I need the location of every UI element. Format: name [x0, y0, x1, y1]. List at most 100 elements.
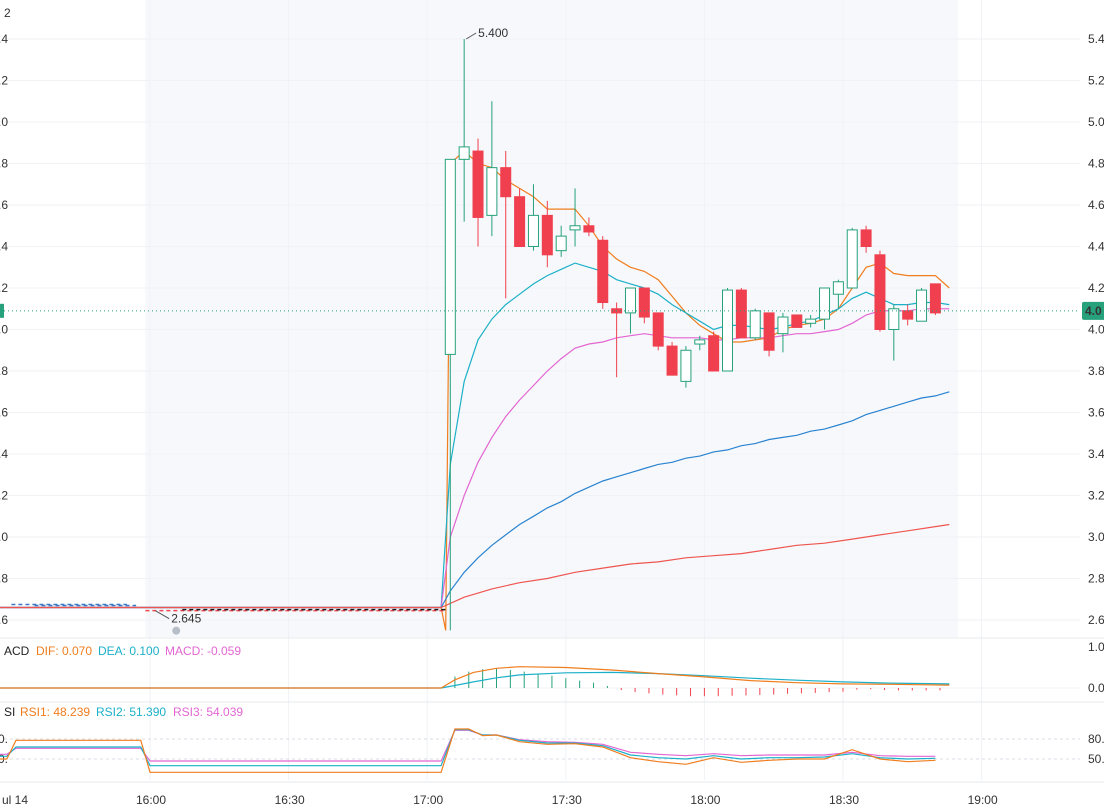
moving-average-line-3: [0, 308, 950, 609]
y-tick-label: 5.2: [1088, 74, 1104, 88]
last-price-tag: [1082, 301, 1104, 320]
last-price-value: 4.0: [1085, 304, 1102, 318]
chart-title: 2: [4, 6, 11, 20]
candle[interactable]: [638, 287, 650, 318]
x-tick-label: 18:00: [690, 793, 720, 807]
candle[interactable]: [749, 310, 761, 339]
y-tick-label-left: .4: [0, 240, 8, 254]
low-annotation-leader: [154, 610, 170, 620]
y-tick-label-left: .8: [0, 364, 8, 378]
y-tick-label-left: .8: [0, 572, 8, 586]
candle[interactable]: [555, 235, 567, 252]
candle[interactable]: [666, 345, 678, 376]
y-tick-label-left: .4: [0, 32, 8, 46]
candle[interactable]: [514, 196, 526, 247]
moving-average-line-2: [0, 262, 950, 609]
y-tick-label: 4.0: [1088, 323, 1104, 337]
y-tick-label: 3.2: [1088, 489, 1104, 503]
candle[interactable]: [763, 312, 775, 351]
y-tick-label: 4.4: [1088, 240, 1104, 254]
x-tick-label: 16:30: [275, 793, 305, 807]
candle[interactable]: [527, 214, 539, 247]
macd-legend-item: MACD: -0.059: [165, 644, 241, 658]
y-tick-label-left: .6: [0, 613, 8, 627]
candle[interactable]: [500, 167, 512, 198]
candle[interactable]: [694, 339, 706, 345]
y-tick-label: 4.8: [1088, 157, 1104, 171]
y-tick-label: 4.2: [1088, 281, 1104, 295]
candle[interactable]: [832, 281, 844, 295]
rsi-y-tick-label: 50.: [1088, 752, 1104, 766]
y-tick-label: 3.8: [1088, 364, 1104, 378]
candle[interactable]: [916, 289, 928, 322]
rsi-y-tick-label-left: 0.: [0, 732, 8, 746]
candle[interactable]: [597, 239, 609, 304]
x-tick-label: ul 14: [2, 793, 28, 807]
candle[interactable]: [624, 287, 636, 314]
candle[interactable]: [708, 335, 720, 372]
y-tick-label-left: .0: [0, 323, 8, 337]
y-tick-label: 5.0: [1088, 115, 1104, 129]
y-tick-label: 2.6: [1088, 613, 1104, 627]
candle[interactable]: [472, 150, 484, 218]
macd-dea-line: [0, 671, 950, 689]
candle[interactable]: [583, 225, 595, 233]
candle[interactable]: [680, 349, 692, 382]
candle[interactable]: [805, 318, 817, 324]
candle[interactable]: [735, 289, 747, 339]
y-tick-label-left: .0: [0, 530, 8, 544]
x-tick-label: 19:00: [968, 793, 998, 807]
y-tick-label-left: .2: [0, 281, 8, 295]
y-tick-label-left: .6: [0, 198, 8, 212]
macd-dif-line: [0, 666, 950, 689]
high-annotation: 5.400: [478, 26, 508, 40]
rsi-legend-item: RSI3: 54.039: [173, 705, 243, 719]
candle[interactable]: [458, 146, 470, 160]
candle[interactable]: [791, 314, 803, 328]
candle[interactable]: [846, 229, 858, 289]
y-tick-label: 5.4: [1088, 32, 1104, 46]
high-annotation-leader: [465, 32, 477, 40]
rsi-y-tick-label: 80.: [1088, 732, 1104, 746]
candle[interactable]: [929, 283, 941, 314]
last-price-tag-left: [0, 303, 4, 318]
candle[interactable]: [486, 167, 498, 216]
rsi-legend-item: RSI1: 48.239: [20, 705, 90, 719]
candle[interactable]: [652, 312, 664, 347]
rsi3-line: [0, 729, 936, 762]
rsi-title: SI: [4, 705, 15, 719]
candle[interactable]: [860, 229, 872, 247]
candle[interactable]: [888, 308, 900, 330]
low-annotation: 2.645: [171, 612, 201, 626]
candle[interactable]: [444, 158, 456, 355]
y-tick-label-left: .8: [0, 157, 8, 171]
y-tick-label-left: .0: [0, 115, 8, 129]
candle[interactable]: [819, 287, 831, 320]
candle[interactable]: [722, 289, 733, 372]
y-tick-label: 3.6: [1088, 406, 1104, 420]
rsi2-line: [0, 729, 936, 767]
y-tick-label-left: .4: [0, 447, 8, 461]
moving-average-line-1: [0, 150, 950, 631]
y-tick-label: 2.8: [1088, 572, 1104, 586]
candle[interactable]: [569, 225, 581, 231]
y-tick-label-left: .2: [0, 489, 8, 503]
rsi-legend-item: RSI2: 51.390: [96, 705, 166, 719]
x-tick-label: 17:00: [413, 793, 443, 807]
rsi1-line: [0, 728, 936, 773]
macd-legend-item: DEA: 0.100: [98, 644, 160, 658]
x-tick-label: 16:00: [136, 793, 166, 807]
y-tick-label-left: .6: [0, 406, 8, 420]
candle[interactable]: [777, 316, 789, 335]
y-tick-label: 3.0: [1088, 530, 1104, 544]
candle[interactable]: [902, 310, 914, 320]
macd-title: ACD: [4, 644, 30, 658]
candle[interactable]: [874, 254, 886, 330]
x-tick-label: 18:30: [829, 793, 859, 807]
y-tick-label-left: .2: [0, 74, 8, 88]
candle[interactable]: [541, 214, 553, 256]
event-marker-icon[interactable]: [172, 626, 181, 635]
y-tick-label: 4.6: [1088, 198, 1104, 212]
macd-legend-item: DIF: 0.070: [36, 644, 92, 658]
